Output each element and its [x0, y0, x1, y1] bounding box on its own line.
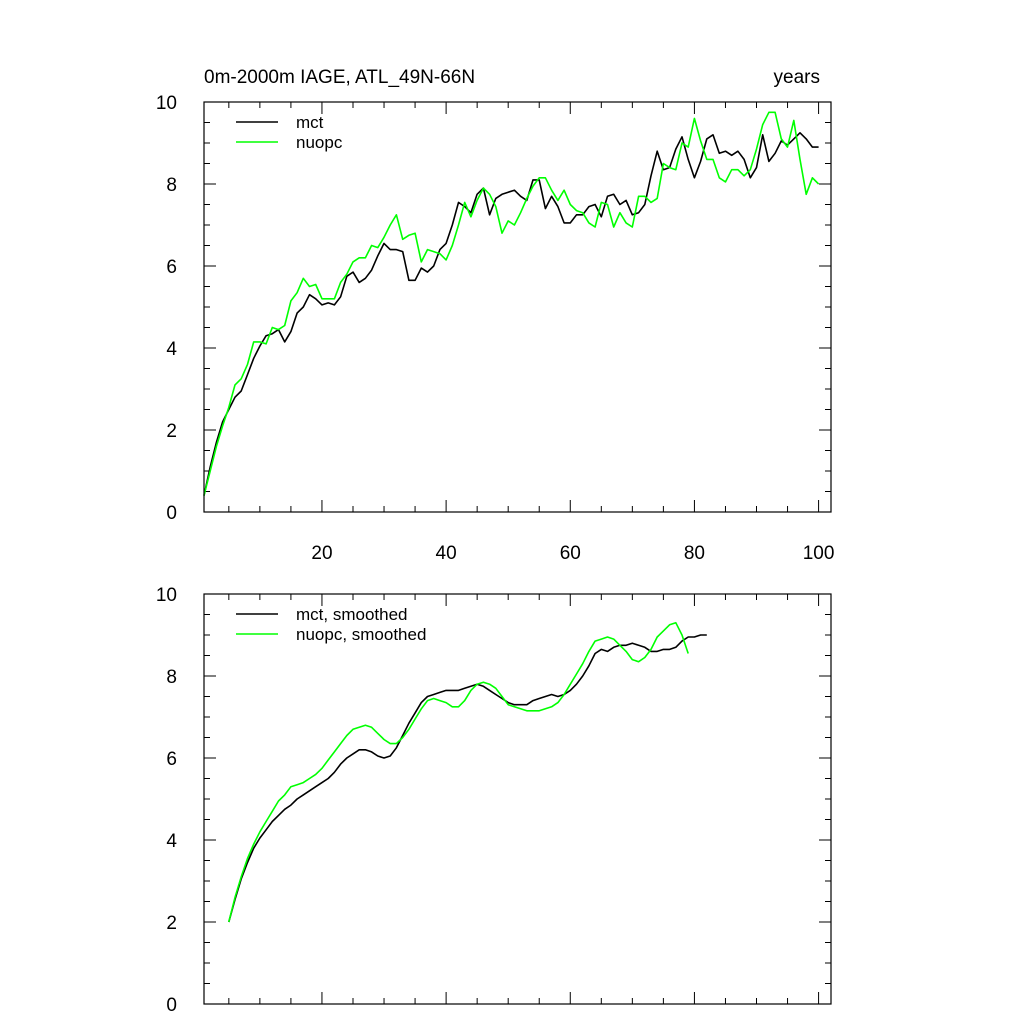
series-line-mct-smoothed: [228, 634, 707, 923]
series-line-nuopc: [203, 111, 820, 496]
legend-label: nuopc, smoothed: [296, 625, 426, 644]
y-tick-label: 10: [156, 93, 177, 114]
x-tick-label: 60: [560, 543, 581, 564]
x-tick-label: 100: [803, 543, 835, 564]
y-tick-label: 2: [166, 913, 177, 934]
y-tick-label: 8: [166, 175, 177, 196]
chart-title-right: years: [774, 67, 820, 88]
y-tick-label: 2: [166, 421, 177, 442]
x-tick-label: 40: [436, 543, 457, 564]
y-tick-label: 10: [156, 585, 177, 606]
legend-label: mct: [296, 113, 324, 132]
y-tick-label: 0: [166, 503, 177, 524]
bottom-panel-frame: [203, 593, 832, 1005]
top-panel-ticks: [204, 101, 831, 513]
y-tick-label: 8: [166, 667, 177, 688]
bottom-panel-ticks: [204, 593, 831, 1005]
series-line-nuopc-smoothed: [228, 621, 689, 923]
top-panel: 0m-2000m IAGE, ATL_49N-66N years 0 2 4 6 8 10…: [156, 67, 835, 564]
y-tick-label: 4: [166, 831, 177, 852]
top-panel-frame: [203, 101, 832, 513]
top-panel-series: [203, 111, 820, 496]
y-tick-label: 4: [166, 339, 177, 360]
y-tick-label: 0: [166, 995, 177, 1016]
series-line-mct: [203, 132, 819, 496]
x-tick-label: 20: [311, 543, 332, 564]
bottom-panel-series: [228, 621, 707, 923]
legend-label: nuopc: [296, 133, 343, 152]
x-tick-label: 80: [684, 543, 705, 564]
y-tick-label: 6: [166, 257, 177, 278]
y-tick-label: 6: [166, 749, 177, 770]
top-panel-tick-labels: 0 2 4 6 8 10 20 40 60 80 100: [156, 93, 835, 564]
bottom-panel-tick-labels: 0 2 4 6 8 10: [156, 585, 178, 1016]
chart-title: 0m-2000m IAGE, ATL_49N-66N: [204, 67, 475, 88]
legend-label: mct, smoothed: [296, 605, 408, 624]
